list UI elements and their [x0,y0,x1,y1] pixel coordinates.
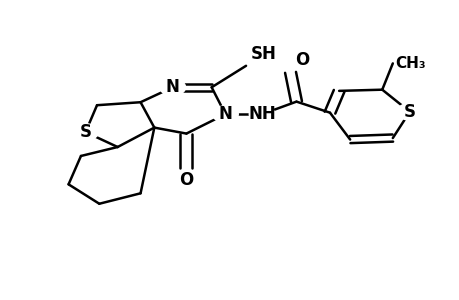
Circle shape [212,106,238,122]
Text: SH: SH [250,45,276,63]
Circle shape [73,124,98,140]
Circle shape [249,106,274,122]
Text: O: O [295,51,309,69]
Text: N: N [218,105,232,123]
Text: NH: NH [248,105,275,123]
Circle shape [396,103,422,120]
Circle shape [159,79,185,96]
Text: S: S [79,123,91,141]
Text: O: O [179,171,193,189]
Text: N: N [165,78,179,96]
Text: CH₃: CH₃ [394,56,425,71]
Text: S: S [403,103,415,121]
